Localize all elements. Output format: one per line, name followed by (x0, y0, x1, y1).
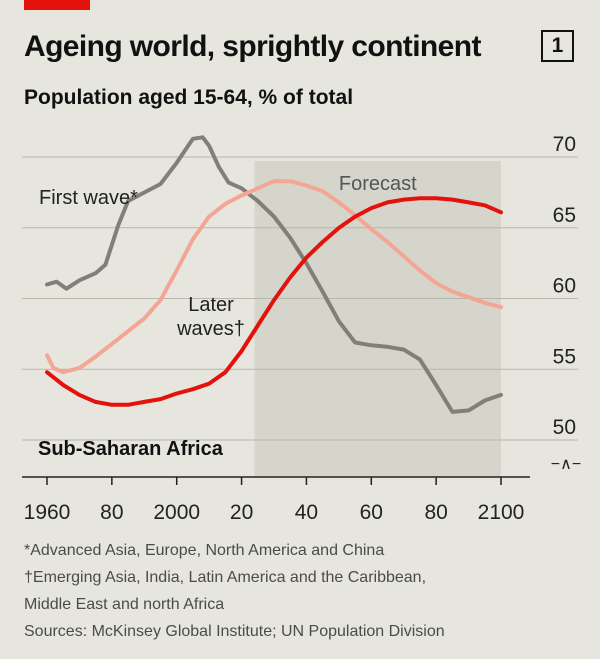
axis-break-symbol: −∧− (551, 456, 581, 473)
forecast-label: Forecast (339, 173, 417, 195)
y-tick-label-70: 70 (553, 133, 576, 156)
x-tick-label-1980: 80 (100, 501, 123, 524)
y-tick-label-55: 55 (553, 345, 576, 368)
y-tick-label-65: 65 (553, 204, 576, 227)
chart-subtitle: Population aged 15-64, % of total (24, 86, 354, 109)
series-label-later-waves-1: Later (188, 294, 234, 316)
x-tick-label-2100: 2100 (478, 501, 525, 524)
chart-number-badge: 1 (541, 30, 574, 62)
y-tick-label-50: 50 (553, 416, 576, 439)
footnote-later-waves-line-2: Middle East and north Africa (24, 596, 225, 613)
chart-labels: Forecast 50 55 60 65 70 −∧− 1960 80 2000 20 40 60 80 2… (24, 133, 582, 524)
series-lines (45, 135, 503, 414)
series-line-later-waves (45, 179, 503, 375)
series-label-sub-saharan-africa: Sub-Saharan Africa (38, 438, 224, 460)
footnotes: *Advanced Asia, Europe, North America an… (24, 537, 584, 645)
forecast-band-layer (254, 161, 501, 477)
series-line-first-wave (45, 135, 503, 414)
y-tick-label-60: 60 (553, 275, 576, 298)
x-tick-label-2000: 2000 (153, 501, 200, 524)
footnote-first-wave: *Advanced Asia, Europe, North America an… (24, 542, 385, 559)
x-tick-label-2040: 40 (295, 501, 318, 524)
series-label-later-waves-2: waves† (176, 318, 245, 340)
footnote-later-waves-line-1: †Emerging Asia, India, Latin America and… (24, 569, 427, 586)
x-tick-label-2060: 60 (360, 501, 383, 524)
accent-bar (24, 0, 90, 10)
x-tick-label-1960: 1960 (24, 501, 71, 524)
x-tick-label-2080: 80 (424, 501, 447, 524)
x-tick-label-2020: 20 (230, 501, 253, 524)
forecast-band (254, 161, 501, 477)
series-label-first-wave: First wave* (39, 187, 138, 209)
gridlines (22, 156, 578, 485)
series-line-sub-saharan-africa (45, 196, 503, 407)
sources-note: Sources: McKinsey Global Institute; UN P… (24, 623, 445, 640)
chart-title: Ageing world, sprightly continent (24, 30, 481, 63)
